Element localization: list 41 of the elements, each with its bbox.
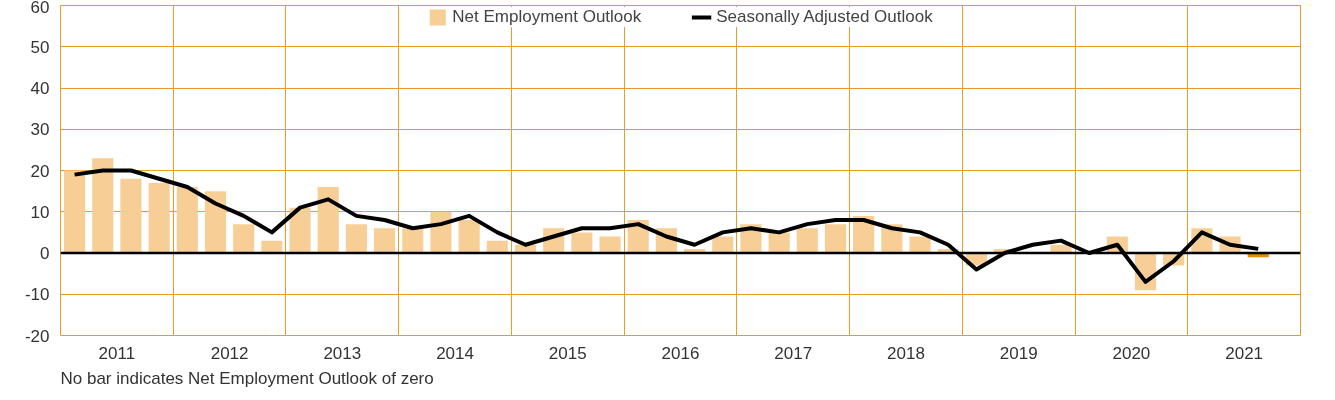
bar [599, 236, 621, 253]
y-tick-label: -10 [24, 285, 50, 305]
bar [402, 228, 424, 253]
bar [345, 224, 367, 253]
y-tick-label: 10 [30, 202, 50, 222]
y-tick-label: 30 [30, 120, 50, 140]
bar [796, 228, 818, 253]
bar [204, 191, 227, 253]
x-tick-label: 2018 [887, 343, 925, 363]
bar [64, 170, 86, 253]
x-tick-label: 2014 [436, 343, 474, 363]
x-tick-label: 2015 [548, 343, 587, 363]
bar [120, 178, 142, 253]
bar [571, 232, 593, 253]
bar [458, 220, 480, 253]
bar [233, 224, 255, 253]
legend-label: Seasonally Adjusted Outlook [716, 7, 933, 27]
x-tick-label: 2021 [1225, 343, 1264, 363]
bar [148, 182, 170, 253]
y-tick-label: 0 [40, 244, 50, 263]
bar [289, 207, 311, 253]
x-tick-label: 2013 [323, 343, 362, 363]
x-tick-label: 2017 [774, 343, 813, 363]
y-tick-label: 20 [30, 161, 50, 181]
bar [824, 224, 847, 253]
bar [374, 228, 396, 253]
x-tick-label: 2016 [661, 343, 700, 363]
y-tick-label: 40 [30, 79, 50, 98]
text: No bar indicates Net Employment Outlook of zero [60, 368, 434, 388]
y-tick-label: 50 [30, 37, 50, 57]
x-tick-label: 2012 [210, 343, 249, 363]
x-tick-label: 2019 [999, 343, 1038, 363]
legend-label: Net Employment Outlook [452, 7, 642, 27]
bar [92, 158, 114, 253]
x-tick-label: 2011 [98, 343, 136, 363]
bar [176, 187, 198, 253]
bar [317, 187, 339, 253]
x-tick-label: 2020 [1112, 343, 1151, 363]
bar [909, 236, 931, 253]
y-tick-label: -20 [24, 326, 50, 346]
y-tick-label: 60 [30, 0, 50, 17]
